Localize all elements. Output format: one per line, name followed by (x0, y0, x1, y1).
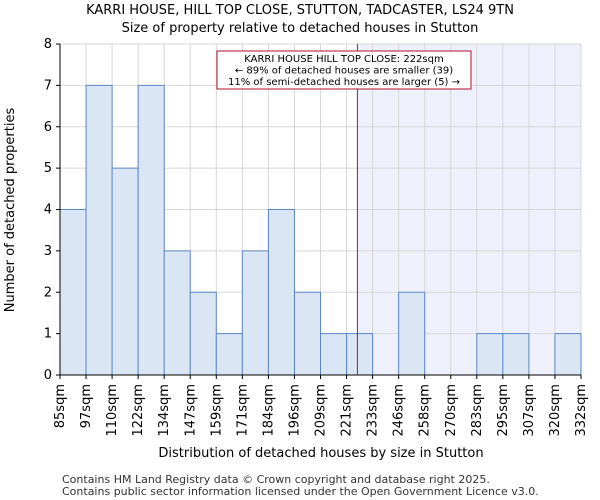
bar-85sqm (59, 209, 87, 376)
x-tick-label: 184sqm (261, 384, 276, 437)
x-tick-label: 85sqm (53, 384, 68, 428)
bar-295sqm (502, 333, 530, 376)
x-tick-label: 97sqm (79, 384, 94, 428)
x-tick-label: 307sqm (522, 384, 537, 437)
bar-246sqm (398, 291, 426, 376)
x-tick-label: 159sqm (209, 384, 224, 437)
plot-area: 0 1 2 3 4 5 6 7 8 85sqm 97sqm 110sqm 122sqm 134sqm 147… (44, 37, 589, 437)
bar-283sqm (476, 333, 504, 376)
y-tick-label: 6 (44, 120, 52, 135)
x-tick-label: 147sqm (183, 384, 198, 437)
chart-title-line1: KARRI HOUSE, HILL TOP CLOSE, STUTTON, TA… (86, 3, 514, 18)
y-axis-label: Number of detached properties (3, 108, 18, 313)
x-tick-label: 196sqm (287, 384, 302, 437)
bar-196sqm (293, 291, 322, 376)
x-tick-label: 221sqm (340, 384, 355, 437)
x-tick-label: 209sqm (314, 384, 329, 437)
x-tick-label: 233sqm (366, 384, 381, 437)
x-tick-label: 320sqm (548, 384, 563, 437)
y-tick-label: 1 (44, 327, 52, 342)
x-tick-label: 171sqm (235, 384, 250, 437)
x-tick-label: 246sqm (392, 384, 407, 437)
bar-97sqm (85, 84, 113, 376)
bar-110sqm (111, 167, 139, 376)
annotation-line: 11% of semi-detached houses are larger (… (228, 77, 460, 88)
bar-221sqm (346, 333, 374, 376)
x-tick-label: 270sqm (444, 384, 459, 437)
bar-320sqm (554, 333, 582, 376)
bar-209sqm (320, 333, 348, 376)
x-axis-label: Distribution of detached houses by size … (158, 446, 483, 461)
bar-171sqm (241, 250, 269, 376)
y-tick-label: 7 (44, 78, 52, 93)
x-tick-label: 110sqm (105, 384, 120, 437)
bar-184sqm (267, 209, 295, 376)
x-tick-label: 258sqm (418, 384, 433, 437)
annotation-line: ← 89% of detached houses are smaller (39… (235, 66, 453, 77)
x-tick-label: 295sqm (496, 384, 511, 437)
x-tick-label: 283sqm (470, 384, 485, 437)
y-tick-label: 2 (44, 285, 52, 300)
bar-134sqm (163, 250, 191, 376)
y-tick-label: 3 (44, 244, 52, 259)
x-tick-label: 332sqm (574, 384, 589, 437)
footer-line2: Contains public sector information licen… (62, 485, 539, 498)
x-tick-label: 134sqm (157, 384, 172, 437)
annotation-box (216, 50, 472, 90)
annotation-line: KARRI HOUSE HILL TOP CLOSE: 222sqm (244, 54, 443, 65)
y-tick-label: 5 (44, 161, 52, 176)
y-tick-label: 8 (44, 37, 52, 52)
chart-title-line2: Size of property relative to detached ho… (122, 21, 479, 36)
y-tick-label: 0 (44, 368, 52, 383)
x-tick-label: 122sqm (131, 384, 146, 437)
bar-159sqm (215, 333, 243, 376)
footer-line1: Contains HM Land Registry data © Crown c… (62, 473, 490, 486)
bar-147sqm (189, 291, 217, 376)
bar-122sqm (137, 84, 165, 376)
y-tick-label: 4 (44, 203, 52, 218)
